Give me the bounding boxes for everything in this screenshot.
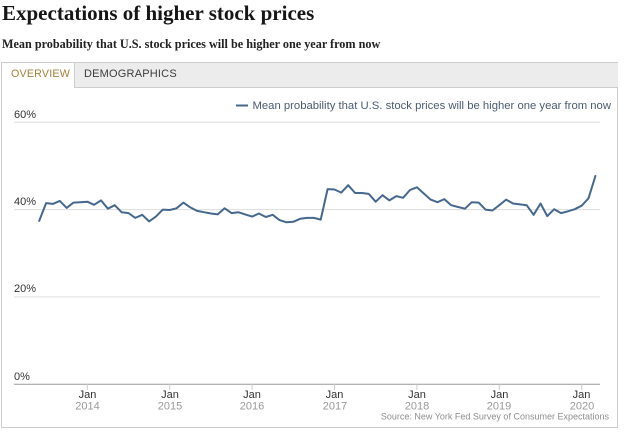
svg-text:2019: 2019	[487, 401, 511, 413]
svg-text:Jan: Jan	[326, 389, 344, 401]
svg-text:2020: 2020	[570, 401, 594, 413]
svg-text:Jan: Jan	[491, 389, 509, 401]
svg-text:20%: 20%	[14, 283, 36, 295]
svg-text:Jan: Jan	[243, 389, 261, 401]
svg-text:2017: 2017	[323, 401, 347, 413]
svg-text:2018: 2018	[405, 401, 429, 413]
svg-text:40%: 40%	[14, 196, 36, 208]
svg-text:Jan: Jan	[161, 389, 179, 401]
svg-text:60%: 60%	[14, 109, 36, 121]
svg-text:Source: New York Fed Survey of: Source: New York Fed Survey of Consumer …	[381, 412, 610, 422]
svg-text:2014: 2014	[75, 401, 99, 413]
svg-text:2016: 2016	[240, 401, 264, 413]
svg-text:0%: 0%	[14, 371, 30, 383]
svg-text:Jan: Jan	[408, 389, 426, 401]
svg-text:Jan: Jan	[573, 389, 591, 401]
svg-text:Mean probability that U.S. sto: Mean probability that U.S. stock prices …	[252, 100, 611, 112]
svg-text:2015: 2015	[158, 401, 182, 413]
svg-text:Jan: Jan	[79, 389, 97, 401]
